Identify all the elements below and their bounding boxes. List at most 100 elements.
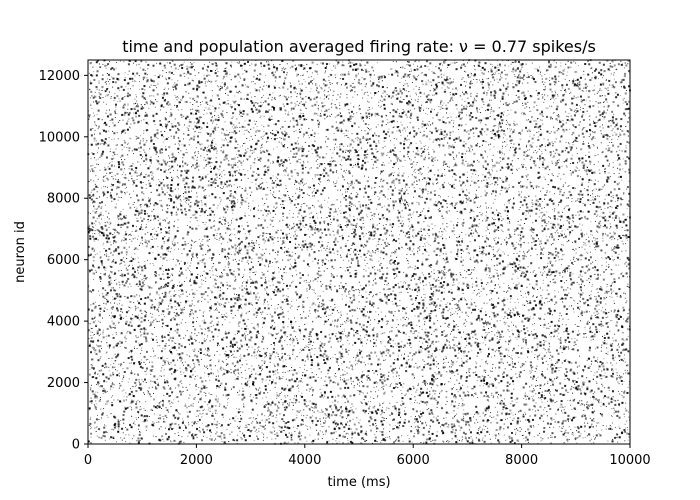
spike-point: [133, 295, 136, 298]
spike-point: [191, 436, 193, 438]
spike-point: [317, 114, 319, 116]
spike-point: [428, 264, 431, 267]
spike-point: [626, 391, 629, 394]
spike-point: [505, 407, 508, 410]
spike-point: [147, 79, 149, 81]
spike-point: [345, 130, 347, 132]
spike-point: [165, 343, 167, 345]
spike-point: [236, 62, 238, 64]
spike-point: [442, 308, 445, 311]
spike-point: [124, 193, 126, 195]
spike-point: [484, 269, 487, 272]
spike-point: [91, 82, 93, 84]
spike-point: [622, 199, 624, 201]
spike-point: [617, 239, 619, 241]
spike-point: [233, 297, 235, 299]
spike-point: [602, 84, 604, 86]
spike-point: [341, 84, 342, 86]
spike-point: [273, 206, 275, 208]
spike-point: [176, 328, 179, 331]
spike-point: [203, 235, 206, 238]
spike-point: [92, 256, 95, 259]
spike-point: [524, 293, 526, 295]
spike-point: [525, 270, 527, 272]
spike-point: [267, 293, 270, 296]
spike-point: [337, 318, 340, 321]
spike-point: [88, 284, 90, 286]
spike-point: [205, 101, 208, 104]
spike-point: [395, 162, 397, 164]
spike-point: [324, 110, 326, 112]
spike-point: [623, 75, 626, 78]
spike-point: [219, 237, 221, 239]
spike-point: [273, 162, 275, 164]
spike-point: [572, 264, 574, 265]
spike-point: [442, 223, 444, 225]
spike-point: [461, 152, 464, 155]
spike-point: [620, 81, 623, 84]
spike-point: [402, 325, 404, 327]
spike-point: [386, 232, 388, 234]
spike-point: [308, 76, 310, 78]
spike-point: [408, 225, 410, 227]
spike-point: [478, 308, 480, 310]
spike-point: [453, 120, 455, 122]
spike-point: [581, 311, 584, 314]
spike-point: [427, 356, 430, 359]
spike-point: [160, 285, 162, 287]
spike-point: [418, 427, 420, 428]
spike-point: [193, 113, 195, 115]
spike-point: [418, 195, 421, 198]
spike-point: [261, 197, 263, 199]
spike-point: [306, 249, 308, 251]
spike-point: [429, 304, 431, 306]
spike-point: [408, 248, 411, 251]
spike-point: [358, 294, 360, 296]
spike-point: [135, 115, 138, 118]
spike-point: [418, 87, 420, 89]
spike-point: [340, 314, 342, 316]
spike-point: [197, 262, 200, 265]
spike-point: [306, 119, 308, 120]
spike-point: [240, 216, 243, 219]
spike-point: [117, 399, 119, 401]
spike-point: [218, 295, 220, 297]
spike-point: [480, 195, 482, 197]
spike-point: [209, 410, 211, 412]
spike-point: [226, 274, 228, 276]
spike-point: [568, 292, 570, 294]
spike-point: [451, 308, 453, 310]
spike-point: [628, 85, 631, 88]
spike-point: [367, 250, 370, 253]
spike-point: [333, 216, 335, 218]
spike-point: [240, 307, 242, 309]
spike-point: [90, 364, 92, 366]
spike-point: [486, 420, 489, 423]
spike-point: [443, 182, 445, 184]
spike-point: [439, 349, 441, 351]
spike-point: [613, 278, 616, 281]
spike-point: [107, 377, 110, 380]
spike-point: [494, 91, 497, 94]
spike-point: [336, 290, 339, 293]
spike-point: [367, 374, 369, 376]
spike-point: [521, 204, 524, 207]
spike-point: [349, 90, 351, 92]
spike-point: [475, 95, 478, 98]
spike-point: [254, 245, 256, 247]
spike-point: [615, 118, 618, 121]
spike-point: [111, 306, 114, 309]
spike-point: [284, 169, 287, 172]
spike-point: [416, 429, 419, 432]
spike-point: [604, 183, 606, 185]
spike-point: [494, 284, 496, 286]
spike-point: [186, 231, 189, 234]
spike-point: [517, 417, 520, 420]
spike-point: [201, 240, 203, 242]
spike-point: [368, 199, 370, 201]
spike-point: [195, 416, 197, 417]
spike-point: [138, 412, 140, 414]
spike-point: [233, 372, 235, 374]
spike-point: [557, 162, 559, 164]
spike-point: [425, 81, 427, 83]
